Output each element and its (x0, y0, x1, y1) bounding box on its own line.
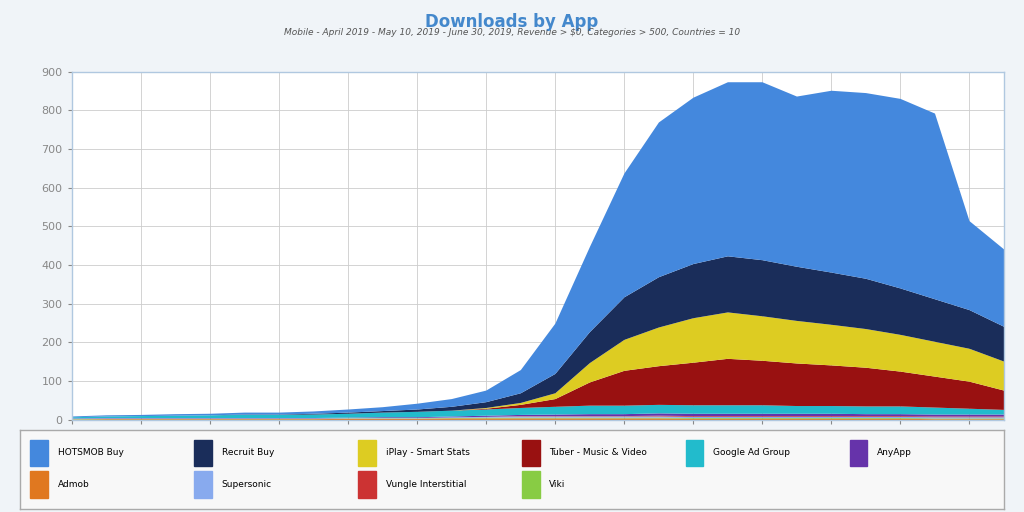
Text: Recruit Buy: Recruit Buy (221, 448, 274, 457)
Bar (686, 440, 703, 466)
Text: iPlay - Smart Stats: iPlay - Smart Stats (385, 448, 469, 457)
Text: Admob: Admob (57, 480, 89, 488)
Text: Vungle Interstitial: Vungle Interstitial (385, 480, 466, 488)
Bar (195, 440, 212, 466)
Text: Downloads by App: Downloads by App (425, 13, 599, 31)
Bar (358, 440, 376, 466)
Text: Viki: Viki (549, 480, 565, 488)
Bar (195, 472, 212, 498)
Bar (31, 472, 48, 498)
Bar (358, 472, 376, 498)
Bar (850, 440, 867, 466)
Text: Google Ad Group: Google Ad Group (713, 448, 791, 457)
Bar (522, 440, 540, 466)
Bar (522, 472, 540, 498)
Text: Supersonic: Supersonic (221, 480, 271, 488)
Bar (31, 440, 48, 466)
Text: AnyApp: AnyApp (877, 448, 912, 457)
Text: Mobile - April 2019 - May 10, 2019 - June 30, 2019, Revenue > $0, Categories > 5: Mobile - April 2019 - May 10, 2019 - Jun… (284, 28, 740, 37)
Text: HOTSMOB Buy: HOTSMOB Buy (57, 448, 124, 457)
Text: Tuber - Music & Video: Tuber - Music & Video (549, 448, 647, 457)
